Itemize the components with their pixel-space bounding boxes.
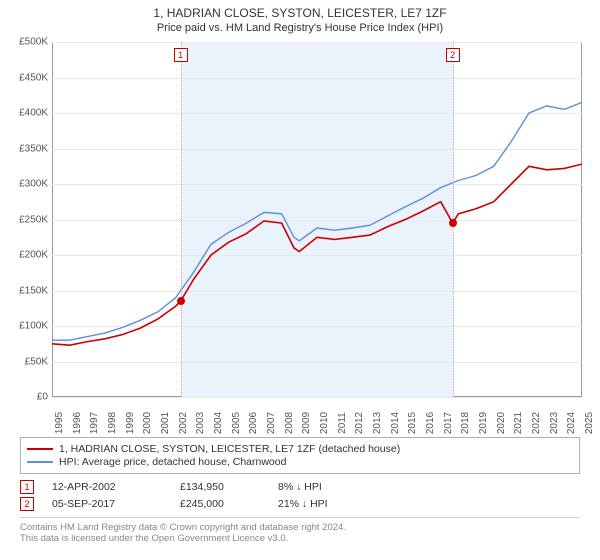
sale-price: £245,000 xyxy=(180,498,260,510)
legend-swatch xyxy=(27,448,53,450)
sale-marker-icon: 1 xyxy=(20,480,34,494)
legend-row: HPI: Average price, detached house, Char… xyxy=(27,456,573,468)
sale-marker-icon: 2 xyxy=(20,497,34,511)
title-address: 1, HADRIAN CLOSE, SYSTON, LEICESTER, LE7… xyxy=(10,6,590,20)
legend-label: HPI: Average price, detached house, Char… xyxy=(59,456,286,468)
legend: 1, HADRIAN CLOSE, SYSTON, LEICESTER, LE7… xyxy=(20,437,580,474)
title-subtitle: Price paid vs. HM Land Registry's House … xyxy=(10,22,590,34)
plot-area: £0£50K£100K£150K£200K£250K£300K£350K£400… xyxy=(52,42,582,397)
footer-copyright: Contains HM Land Registry data © Crown c… xyxy=(20,522,580,533)
sale-hpi-diff: 8% ↓ HPI xyxy=(278,481,368,493)
chart-container: 1, HADRIAN CLOSE, SYSTON, LEICESTER, LE7… xyxy=(0,0,600,548)
sale-price: £134,950 xyxy=(180,481,260,493)
sale-date: 05-SEP-2017 xyxy=(52,498,162,510)
sale-date: 12-APR-2002 xyxy=(52,481,162,493)
legend-row: 1, HADRIAN CLOSE, SYSTON, LEICESTER, LE7… xyxy=(27,443,573,455)
chart-titles: 1, HADRIAN CLOSE, SYSTON, LEICESTER, LE7… xyxy=(10,6,590,34)
sales-table: 1 12-APR-2002 £134,950 8% ↓ HPI 2 05-SEP… xyxy=(20,480,580,511)
legend-swatch xyxy=(27,461,53,463)
legend-label: 1, HADRIAN CLOSE, SYSTON, LEICESTER, LE7… xyxy=(59,443,400,455)
sale-row: 1 12-APR-2002 £134,950 8% ↓ HPI xyxy=(20,480,580,494)
footer: Contains HM Land Registry data © Crown c… xyxy=(20,517,580,544)
footer-licence: This data is licensed under the Open Gov… xyxy=(20,533,580,544)
sale-hpi-diff: 21% ↓ HPI xyxy=(278,498,368,510)
sale-row: 2 05-SEP-2017 £245,000 21% ↓ HPI xyxy=(20,497,580,511)
line-series-svg xyxy=(52,42,582,397)
